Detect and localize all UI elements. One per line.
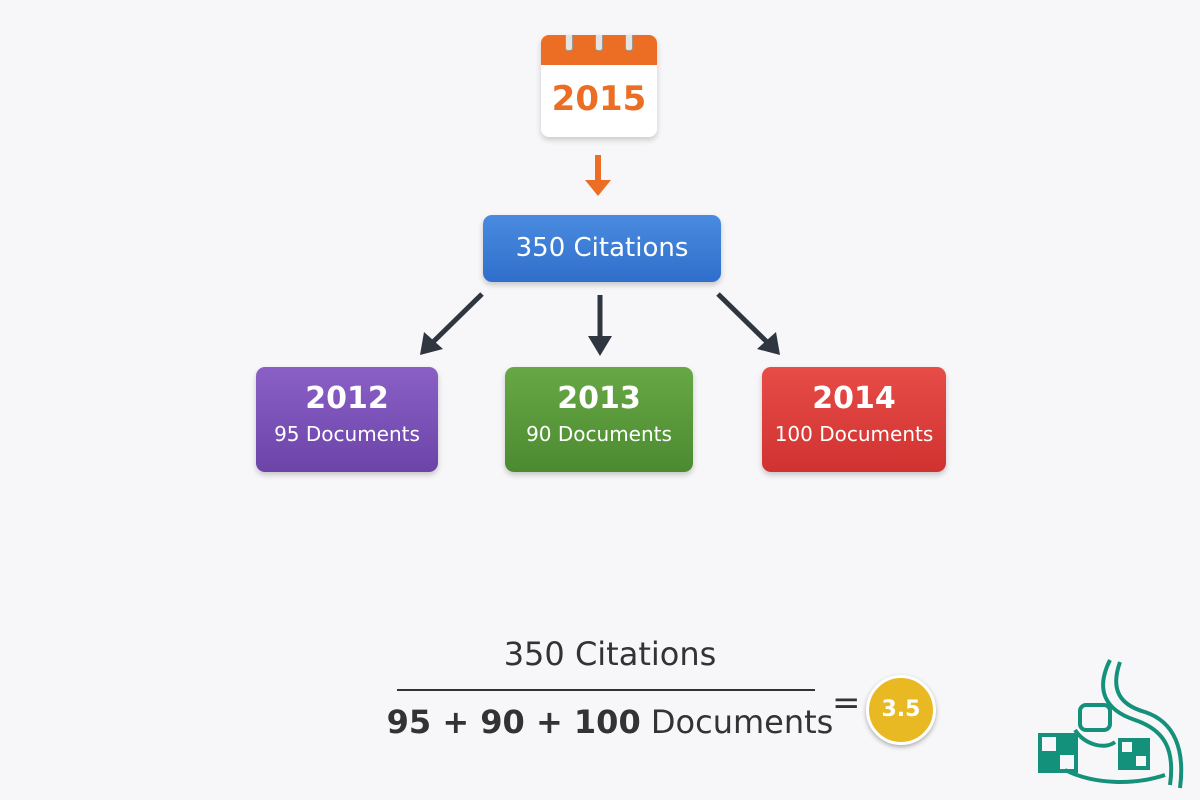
- year-label: 2014: [812, 381, 896, 416]
- formula-denominator: 95 + 90 + 100 Documents: [380, 703, 840, 741]
- document-count: 90 Documents: [526, 422, 672, 446]
- calendar-ring: [595, 35, 603, 51]
- denominator-numbers: 95 + 90 + 100: [386, 703, 641, 741]
- year-box-2013: 2013 90 Documents: [505, 367, 693, 472]
- calendar-ring: [625, 35, 633, 51]
- year-label: 2013: [557, 381, 641, 416]
- document-count: 100 Documents: [774, 422, 934, 446]
- calendar-year: 2015: [551, 79, 647, 119]
- formula-numerator: 350 Citations: [503, 635, 717, 673]
- year-box-2012: 2012 95 Documents: [256, 367, 438, 472]
- arrow-to-2014: [716, 292, 780, 355]
- equals-sign: =: [832, 683, 861, 723]
- calendar-ring: [565, 35, 573, 51]
- year-box-2014: 2014 100 Documents: [762, 367, 946, 472]
- arrow-to-2012: [420, 292, 484, 355]
- result-badge: 3.5: [866, 675, 936, 745]
- calligraphy-logo: [1038, 659, 1184, 789]
- total-citations-box: 350 Citations: [483, 215, 721, 282]
- document-count: 95 Documents: [274, 422, 420, 446]
- orange-down-arrow: [585, 155, 611, 196]
- calendar-icon: 2015: [541, 35, 657, 137]
- year-label: 2012: [305, 381, 389, 416]
- arrow-to-2013: [588, 295, 612, 356]
- denominator-unit: Documents: [650, 703, 834, 741]
